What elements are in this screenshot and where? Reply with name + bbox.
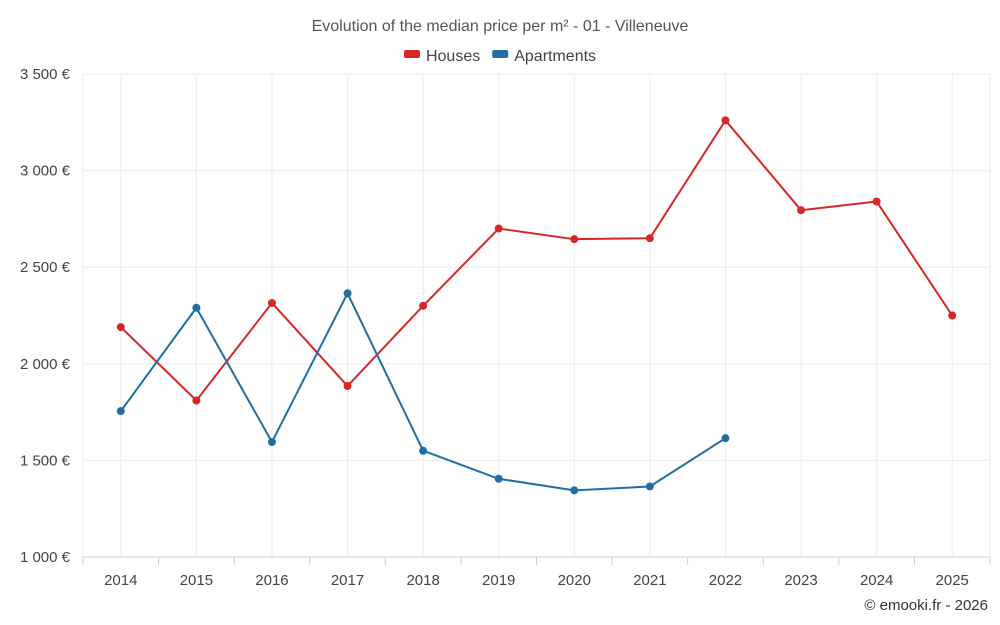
data-point-houses[interactable] (267, 298, 276, 307)
data-point-houses[interactable] (948, 311, 957, 320)
credit-text: © emooki.fr - 2026 (864, 597, 988, 614)
data-point-houses[interactable] (721, 116, 730, 125)
data-point-houses[interactable] (872, 197, 881, 206)
data-point-apartments[interactable] (343, 289, 352, 298)
chart-title: Evolution of the median price per m² - 0… (312, 18, 689, 35)
legend-swatch-apartments[interactable] (492, 50, 509, 58)
x-tick-label: 2016 (255, 572, 288, 589)
x-tick-label: 2021 (633, 572, 666, 589)
data-point-houses[interactable] (797, 206, 806, 215)
x-tick-label: 2019 (482, 572, 515, 589)
x-tick-label: 2025 (936, 572, 969, 589)
legend: Houses Apartments (403, 48, 596, 65)
data-point-apartments[interactable] (721, 434, 730, 443)
data-point-apartments[interactable] (645, 482, 654, 491)
x-tick-label: 2017 (331, 572, 364, 589)
data-point-houses[interactable] (570, 235, 579, 244)
y-tick-label: 2 000 € (20, 356, 71, 373)
y-tick-label: 1 500 € (20, 452, 71, 469)
x-tick-label: 2020 (558, 572, 591, 589)
x-axis: 2014 2015 2016 2017 2018 2019 2020 2021 2022 2023… (82, 556, 991, 589)
data-point-houses[interactable] (494, 224, 503, 233)
x-tick-label: 2023 (784, 572, 817, 589)
data-point-houses[interactable] (116, 323, 125, 332)
data-point-apartments[interactable] (494, 474, 503, 483)
data-point-apartments[interactable] (116, 407, 125, 416)
data-point-apartments[interactable] (267, 438, 276, 447)
legend-swatch-houses[interactable] (403, 50, 420, 58)
data-point-apartments[interactable] (192, 303, 201, 312)
series-apartments (116, 289, 730, 495)
y-axis: 1 000 € 1 500 € 2 000 € 2 500 € 3 000 € 3 500… (20, 66, 71, 566)
x-tick-label: 2015 (180, 572, 213, 589)
series-layer (116, 116, 957, 495)
data-point-apartments[interactable] (419, 446, 428, 455)
data-point-houses[interactable] (419, 301, 428, 310)
data-point-houses[interactable] (645, 234, 654, 243)
y-tick-label: 3 000 € (20, 163, 71, 180)
data-point-houses[interactable] (343, 382, 352, 391)
legend-label: Apartments (514, 48, 596, 65)
y-tick-label: 2 500 € (20, 259, 71, 276)
x-tick-label: 2024 (860, 572, 893, 589)
series-line-houses (120, 119, 954, 402)
data-point-apartments[interactable] (570, 486, 579, 495)
y-tick-label: 1 000 € (20, 549, 71, 566)
x-tick-label: 2022 (709, 572, 742, 589)
series-houses (116, 116, 957, 405)
x-tick-label: 2014 (104, 572, 137, 589)
legend-label: Houses (426, 48, 480, 65)
y-tick-label: 3 500 € (20, 66, 71, 83)
data-point-houses[interactable] (192, 396, 201, 405)
x-tick-label: 2018 (406, 572, 439, 589)
